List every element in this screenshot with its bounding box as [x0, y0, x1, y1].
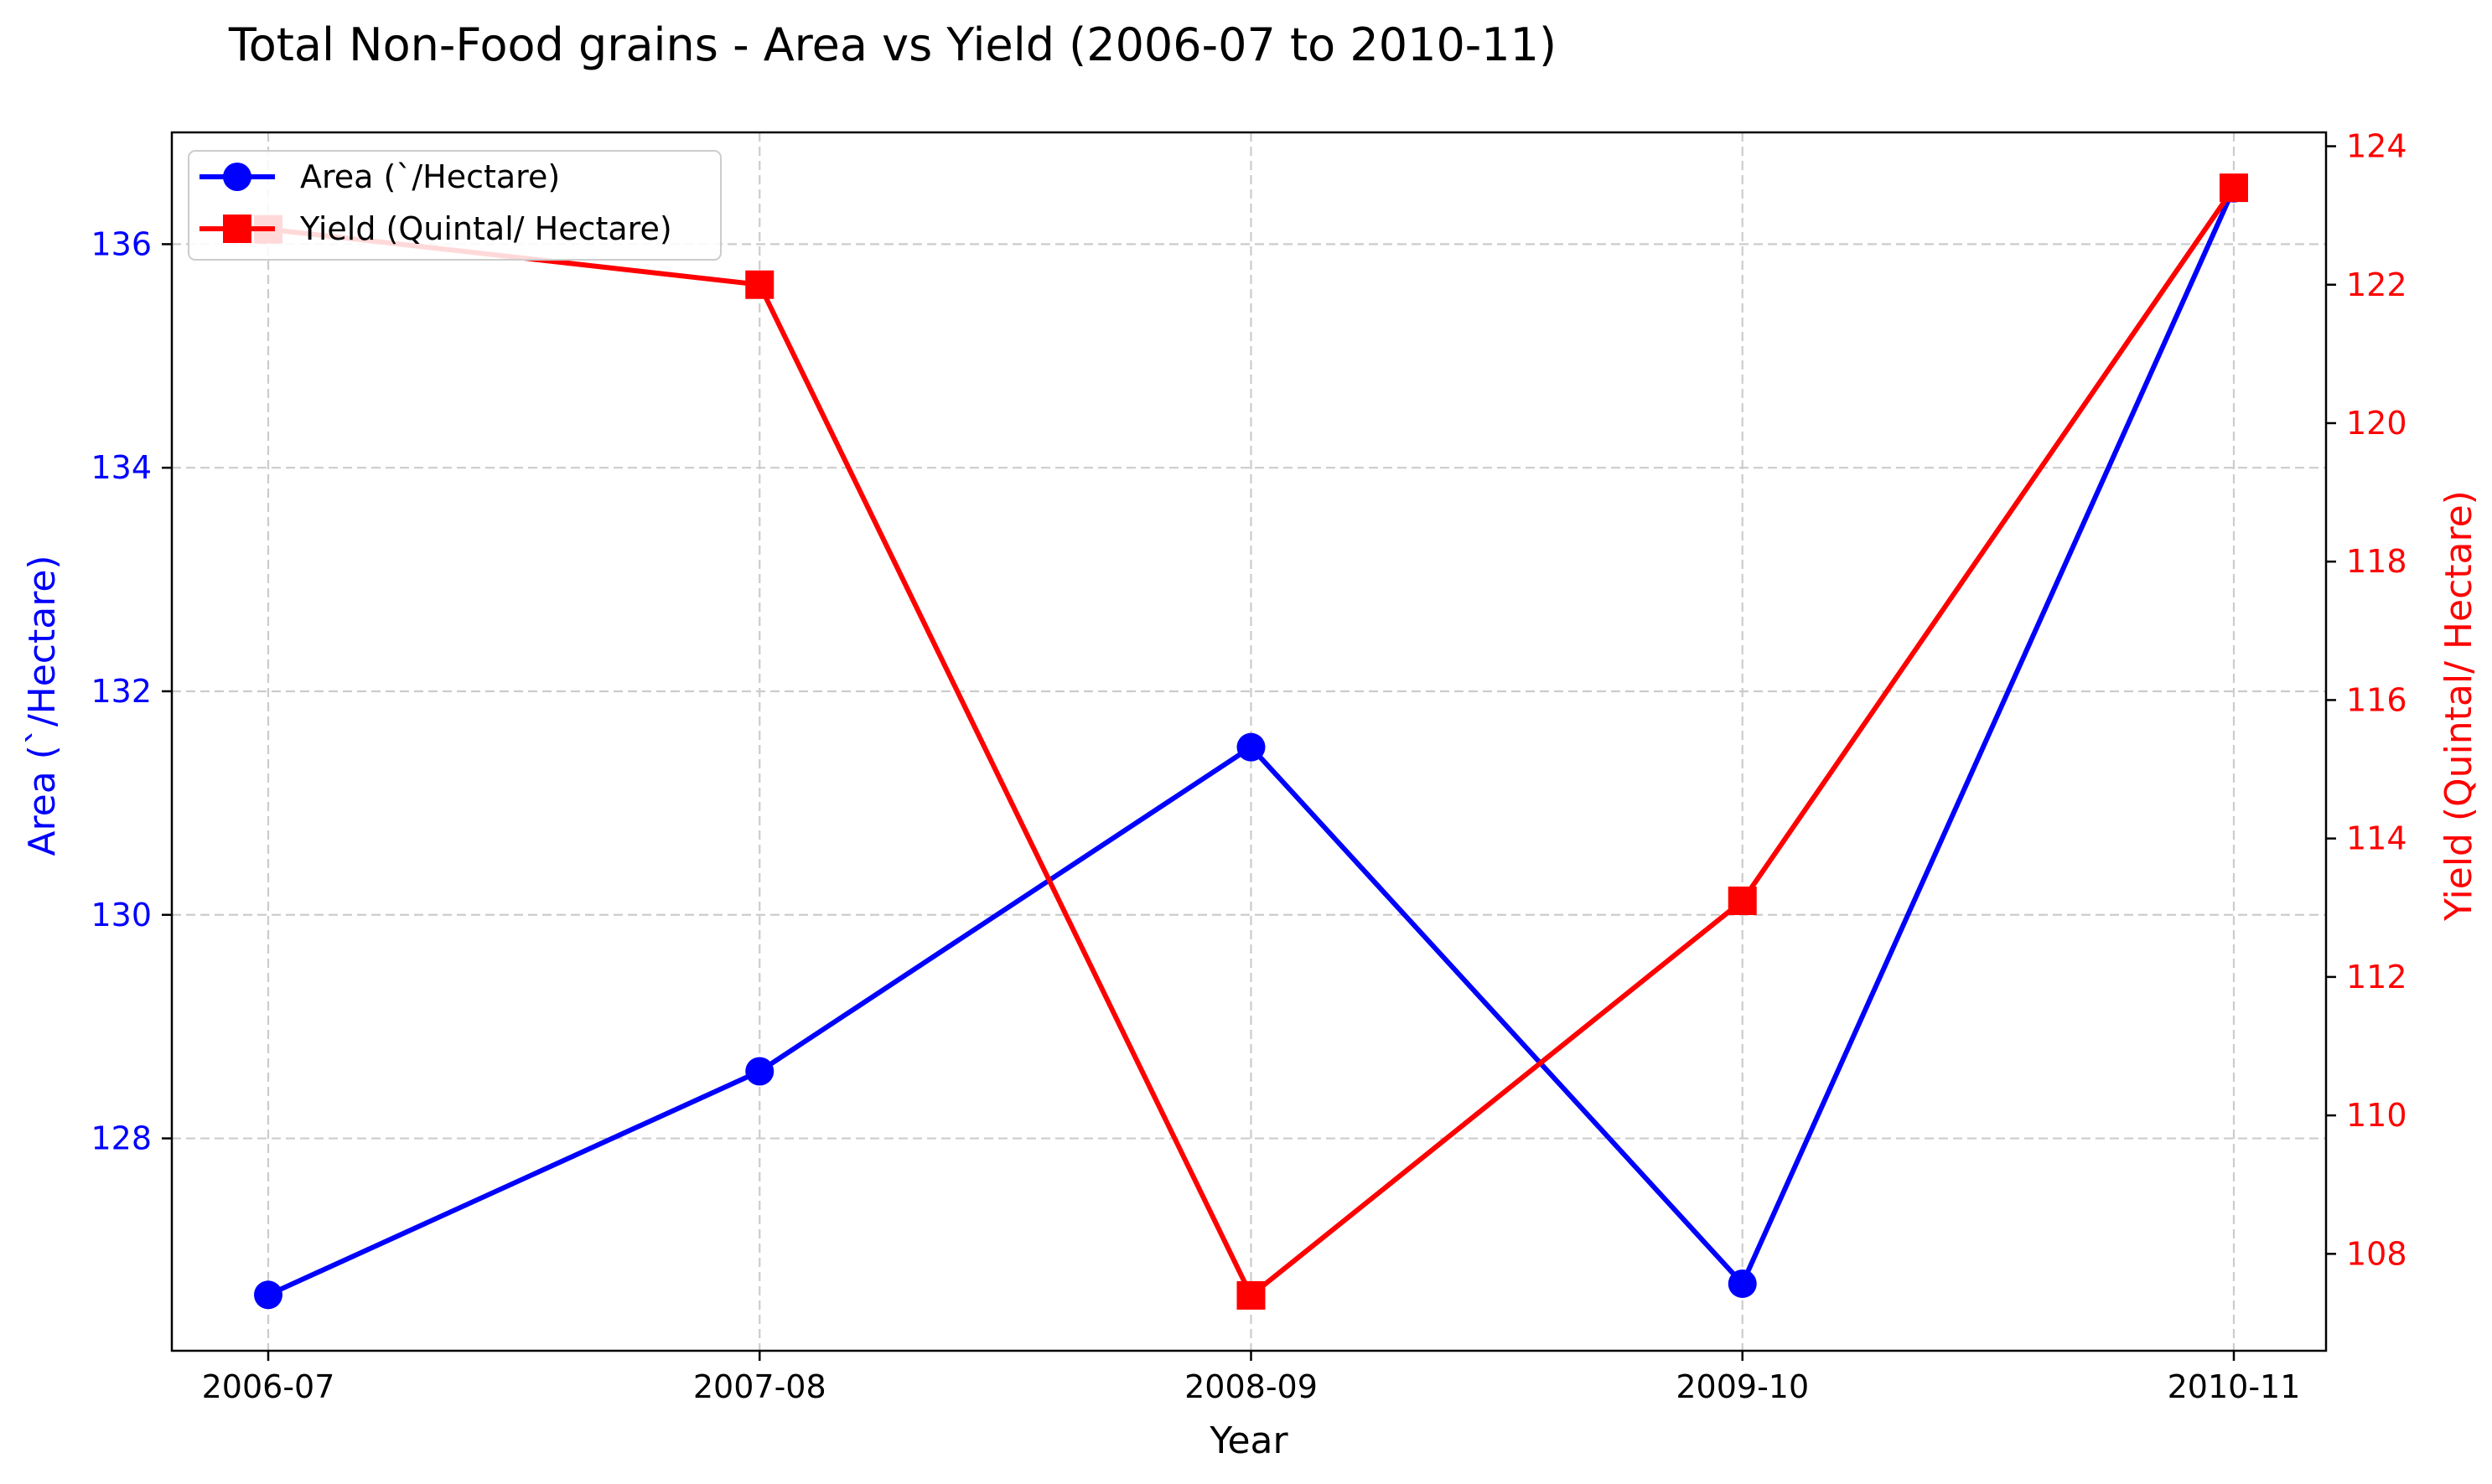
legend-label-area: Area (`/Hectare): [300, 158, 560, 195]
y-axis-right-label: Yield (Quintal/ Hectare): [2438, 490, 2480, 922]
x-tick-label: 2006-07: [202, 1368, 335, 1405]
y-left-tick-label: 136: [91, 225, 152, 262]
y-right-tick-label: 116: [2346, 681, 2407, 718]
x-tick-label: 2009-10: [1676, 1368, 1809, 1405]
data-point-area: [1236, 732, 1266, 762]
plot-frame: [170, 131, 2328, 1352]
legend-marker-yield: [223, 215, 251, 243]
series-layer: [254, 173, 2248, 1310]
y-right-tick-label: 124: [2346, 128, 2407, 165]
data-point-area: [254, 1280, 282, 1310]
y-right-tick-label: 114: [2346, 820, 2407, 857]
x-tick-label: 2010-11: [2168, 1368, 2301, 1405]
legend-label-yield: Yield (Quintal/ Hectare): [299, 210, 672, 247]
data-point-yield: [1728, 887, 1757, 916]
y-right-tick-label: 122: [2346, 266, 2407, 303]
y-left-tick-label: 134: [91, 449, 152, 486]
y-left-tick-label: 130: [91, 897, 152, 933]
legend: Area (`/Hectare) Yield (Quintal/ Hectare…: [188, 150, 722, 261]
y-left-tick-label: 128: [91, 1120, 152, 1157]
x-axis-label: Year: [1209, 1419, 1288, 1462]
data-point-area: [1728, 1269, 1757, 1298]
legend-box: [188, 150, 722, 261]
x-tick-label: 2008-09: [1184, 1368, 1318, 1405]
x-tick-label: 2007-08: [693, 1368, 826, 1405]
data-point-area: [745, 1057, 775, 1086]
y-right-tick-label: 118: [2346, 543, 2407, 580]
y-right-tick-label: 112: [2346, 959, 2407, 995]
y-right-tick-label: 110: [2346, 1097, 2407, 1134]
legend-marker-area: [223, 163, 251, 191]
y-right-tick-label: 120: [2346, 405, 2407, 442]
data-point-yield: [2220, 173, 2248, 203]
data-point-yield: [745, 270, 775, 299]
y-right-tick-label: 108: [2346, 1235, 2407, 1272]
data-point-yield: [1236, 1280, 1266, 1310]
y-axis-left-label: Area (`/Hectare): [21, 555, 64, 856]
chart-title: Total Non-Food grains - Area vs Yield (2…: [228, 18, 1557, 71]
axes: 2006-07 2007-08 2008-09 2009-10 2010-11 128 13…: [91, 128, 2407, 1405]
y-left-tick-label: 132: [91, 673, 152, 710]
